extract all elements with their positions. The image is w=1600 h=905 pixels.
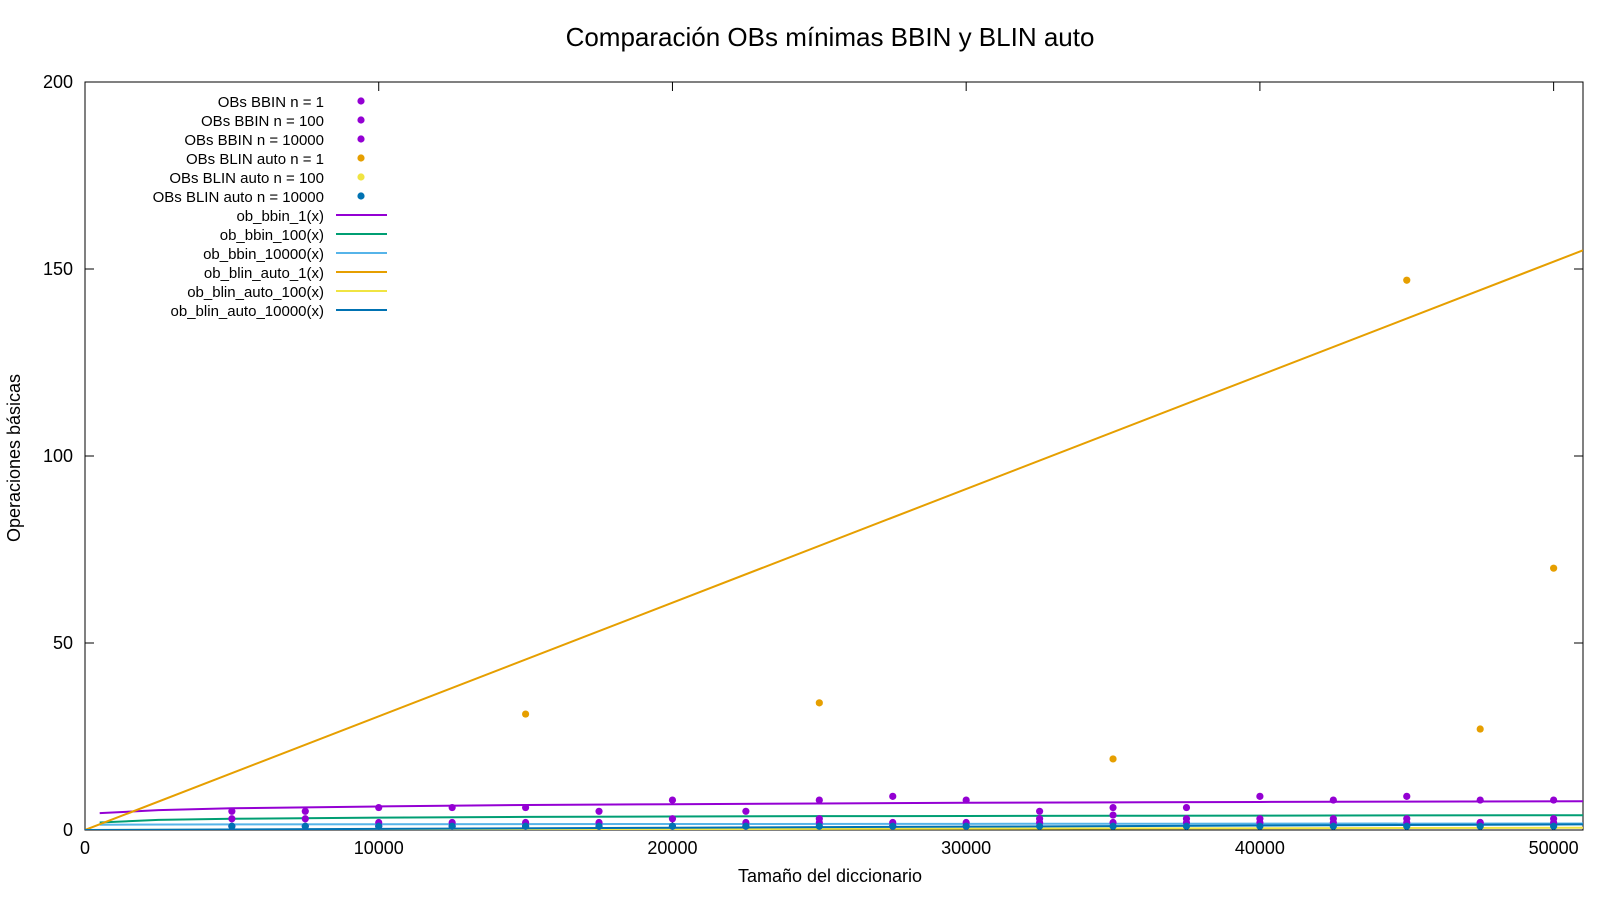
legend-label: ob_blin_auto_10000(x) [171, 303, 324, 320]
data-point-series-6 [228, 822, 236, 830]
legend-marker [357, 154, 365, 162]
data-point-series-1 [962, 796, 970, 804]
data-point-series-2 [1109, 811, 1117, 819]
data-point-series-4 [521, 710, 530, 718]
data-point-series-6 [1036, 822, 1044, 830]
data-point-series-1 [1329, 796, 1337, 804]
y-tick-label: 50 [53, 633, 73, 653]
data-point-series-4 [1476, 725, 1484, 733]
legend-label: ob_blin_auto_100(x) [187, 284, 324, 301]
y-axis-label: Operaciones básicas [4, 374, 24, 542]
legend-label: ob_bbin_10000(x) [203, 246, 324, 263]
legend-marker [357, 97, 365, 105]
legend-label: ob_bbin_1(x) [236, 208, 324, 225]
data-point-series-1 [1256, 792, 1264, 800]
legend-label: ob_bbin_100(x) [220, 227, 324, 244]
x-tick-label: 0 [80, 838, 90, 858]
data-point-series-1 [1403, 792, 1411, 800]
data-point-series-4 [1550, 564, 1558, 572]
data-point-series-4 [815, 699, 823, 707]
data-point-series-1 [228, 807, 236, 815]
data-point-series-6 [1182, 822, 1191, 830]
data-point-series-6 [1550, 822, 1558, 830]
data-point-series-1 [375, 803, 383, 812]
data-point-series-1 [1550, 796, 1558, 804]
data-point-series-6 [742, 822, 750, 830]
x-axis-label: Tamaño del diccionario [738, 866, 922, 886]
legend-marker [357, 135, 365, 143]
data-point-series-1 [742, 807, 750, 815]
legend-label: OBs BLIN auto n = 100 [169, 170, 324, 187]
legend-marker [357, 173, 365, 181]
data-point-series-6 [301, 822, 309, 830]
data-point-series-6 [1256, 822, 1264, 830]
data-point-series-1 [1476, 796, 1484, 804]
data-point-series-6 [889, 822, 897, 830]
data-point-series-2 [301, 815, 309, 823]
data-point-series-6 [962, 822, 970, 830]
y-tick-label: 200 [43, 72, 73, 92]
x-tick-label: 30000 [941, 838, 991, 858]
data-point-series-6 [521, 822, 530, 830]
legend-label: OBs BBIN n = 1 [218, 94, 324, 111]
legend-label: OBs BLIN auto n = 10000 [153, 189, 324, 206]
x-tick-label: 50000 [1529, 838, 1579, 858]
data-point-series-1 [815, 796, 823, 804]
data-point-series-6 [1329, 822, 1337, 830]
data-point-series-1 [1036, 807, 1044, 815]
plot-area: 0 10000 20000 30000 40000 50000 0 50 100 150 200 OB… [43, 72, 1584, 858]
data-point-series-1 [448, 803, 456, 812]
legend-label: OBs BBIN n = 10000 [184, 132, 324, 149]
legend-label: OBs BLIN auto n = 1 [186, 151, 324, 168]
chart-title: Comparación OBs mínimas BBIN y BLIN auto [566, 22, 1095, 52]
data-point-series-1 [521, 803, 530, 812]
y-tick-label: 0 [63, 820, 73, 840]
x-tick-label: 40000 [1235, 838, 1285, 858]
legend-marker [357, 192, 365, 200]
y-tick-label: 100 [43, 446, 73, 466]
data-point-series-1 [301, 807, 309, 815]
data-point-series-1 [668, 796, 677, 804]
x-tick-label: 10000 [354, 838, 404, 858]
data-point-series-4 [1109, 755, 1117, 763]
series-line-2 [99, 814, 1583, 824]
data-point-series-6 [1109, 822, 1117, 830]
data-point-series-6 [815, 822, 823, 830]
data-point-series-1 [889, 792, 897, 800]
data-point-series-6 [1403, 822, 1411, 830]
data-point-series-6 [448, 822, 456, 830]
x-tick-label: 20000 [647, 838, 697, 858]
data-point-series-6 [668, 822, 677, 830]
series-line-1 [99, 800, 1583, 815]
data-point-series-1 [1109, 803, 1117, 812]
data-point-series-6 [595, 822, 603, 830]
legend-label: OBs BBIN n = 100 [201, 113, 324, 130]
legend-label: ob_blin_auto_1(x) [204, 265, 324, 282]
legend-marker [357, 116, 365, 124]
data-point-series-4 [1403, 276, 1411, 284]
y-tick-label: 150 [43, 259, 73, 279]
data-point-series-6 [375, 822, 383, 830]
series-line-4 [85, 249, 1583, 830]
data-point-series-2 [668, 815, 677, 823]
data-point-series-6 [1476, 822, 1484, 830]
data-point-series-1 [595, 807, 603, 815]
data-point-series-2 [228, 815, 236, 823]
data-point-series-1 [1182, 803, 1191, 812]
